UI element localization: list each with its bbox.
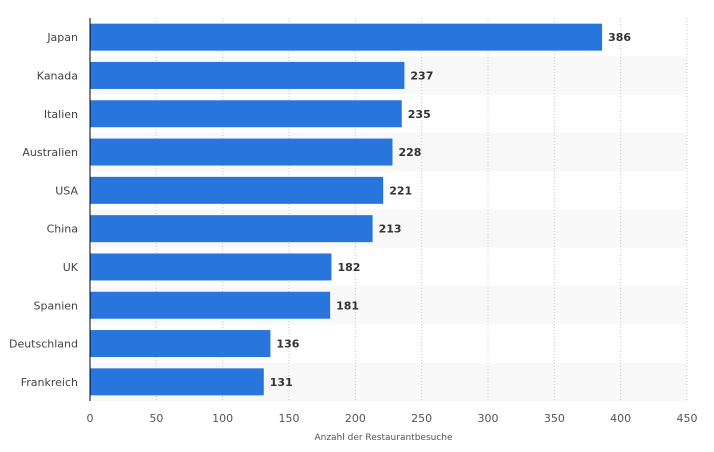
x-tick-label: 300 — [478, 412, 499, 425]
category-label: Frankreich — [21, 376, 78, 389]
data-label: 237 — [410, 69, 433, 82]
bar — [90, 330, 271, 358]
category-label: China — [47, 223, 78, 236]
data-label: 221 — [389, 184, 412, 197]
bar — [90, 100, 402, 128]
data-label: 182 — [337, 261, 360, 274]
bar — [90, 61, 405, 89]
x-axis-title: Anzahl der Restaurantbesuche — [314, 433, 453, 443]
x-tick-label: 400 — [610, 412, 631, 425]
category-label: Australien — [22, 146, 78, 159]
category-label: Italien — [44, 108, 78, 121]
x-tick-label: 50 — [149, 412, 163, 425]
bar — [90, 176, 384, 204]
data-label: 136 — [276, 338, 299, 351]
x-tick-label: 0 — [87, 412, 94, 425]
x-tick-label: 250 — [411, 412, 432, 425]
data-label: 181 — [336, 299, 359, 312]
x-tick-label: 100 — [212, 412, 233, 425]
data-label: 235 — [408, 108, 431, 121]
bar — [90, 138, 393, 166]
category-label: Spanien — [34, 299, 79, 312]
x-tick-label: 450 — [677, 412, 698, 425]
category-label: UK — [63, 261, 79, 274]
data-label: 228 — [398, 146, 421, 159]
x-tick-label: 150 — [279, 412, 300, 425]
category-label: Deutschland — [9, 338, 78, 351]
bar — [90, 23, 603, 51]
bar — [90, 253, 332, 281]
category-label: USA — [55, 184, 78, 197]
data-label: 213 — [379, 223, 402, 236]
category-label: Japan — [46, 31, 78, 44]
data-label: 386 — [608, 31, 631, 44]
bar — [90, 368, 264, 396]
category-label: Kanada — [37, 69, 78, 82]
x-tick-label: 200 — [345, 412, 366, 425]
bar — [90, 215, 373, 243]
x-tick-label: 350 — [544, 412, 565, 425]
data-label: 131 — [270, 376, 293, 389]
bar — [90, 291, 331, 319]
